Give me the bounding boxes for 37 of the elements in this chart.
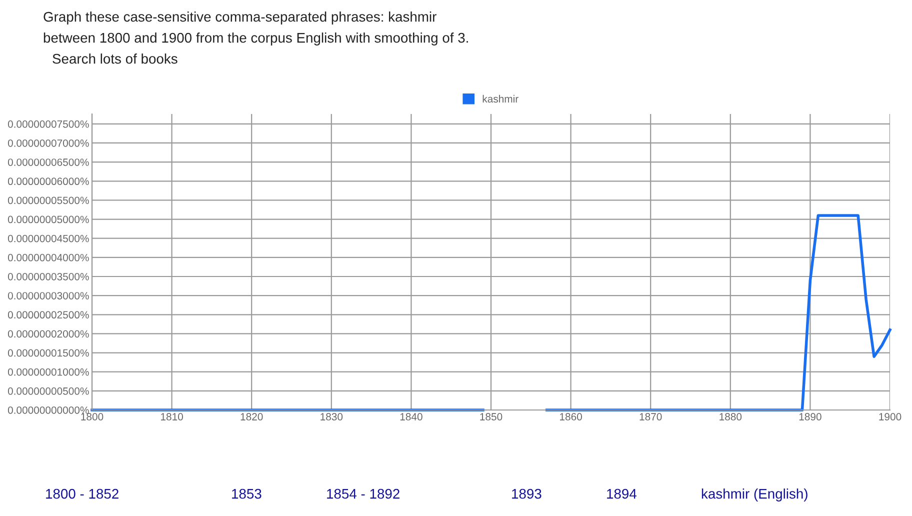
y-tick-label: 0.00000006000% — [8, 178, 89, 186]
text: 1893 — [512, 488, 542, 499]
x-tick-label: 1870 — [640, 413, 662, 420]
y-tick-label: 0.00000001500% — [8, 349, 89, 357]
x-tick-label: 1850 — [480, 413, 502, 420]
x-tick-label: 1840 — [400, 413, 422, 420]
text: Search lots of books — [52, 54, 178, 64]
text: Graph these case-sensitive comma-separated phrases: kashmir — [44, 12, 436, 24]
y-tick-label: 0.00000005500% — [8, 196, 89, 204]
y-tick-label: 0.00000007500% — [8, 120, 89, 128]
y-tick-label: 0.00000003500% — [8, 272, 89, 280]
y-tick-label: 0.00000005000% — [8, 216, 89, 224]
text: 1800 - 1852 — [46, 488, 118, 499]
y-tick-label: 0.00000007000% — [8, 139, 89, 147]
text: 1894 — [607, 488, 636, 499]
y-tick-label: 0.00000004000% — [8, 254, 89, 262]
x-tick-label: 1810 — [161, 413, 183, 420]
y-tick-label: 0.00000004500% — [8, 234, 89, 242]
text: 1853 — [232, 488, 262, 499]
x-tick-label: 1830 — [320, 413, 343, 420]
legend-label: kashmir — [482, 94, 518, 103]
text: between 1800 and 1900 from the corpus English with smoothing of 3. — [44, 32, 468, 46]
text: kashmir (English) — [702, 488, 808, 502]
x-tick-label: 1860 — [560, 413, 582, 420]
y-tick-label: 0.00000000000% — [8, 406, 89, 414]
y-tick-label: 0.00000006500% — [8, 158, 89, 166]
x-tick-label: 1880 — [720, 413, 742, 420]
y-tick-label: 0.00000002000% — [8, 330, 89, 338]
x-tick-label: 1800 — [81, 413, 104, 420]
text: 1854 - 1892 — [327, 488, 400, 499]
y-tick-label: 0.00000001000% — [8, 368, 89, 376]
y-tick-label: 0.00000000500% — [8, 387, 89, 395]
x-tick-label: 1820 — [240, 413, 263, 420]
y-tick-label: 0.00000003000% — [8, 292, 89, 300]
x-tick-label: 1900 — [879, 413, 902, 420]
x-tick-label: 1890 — [799, 413, 822, 420]
y-tick-label: 0.00000002500% — [8, 311, 89, 319]
